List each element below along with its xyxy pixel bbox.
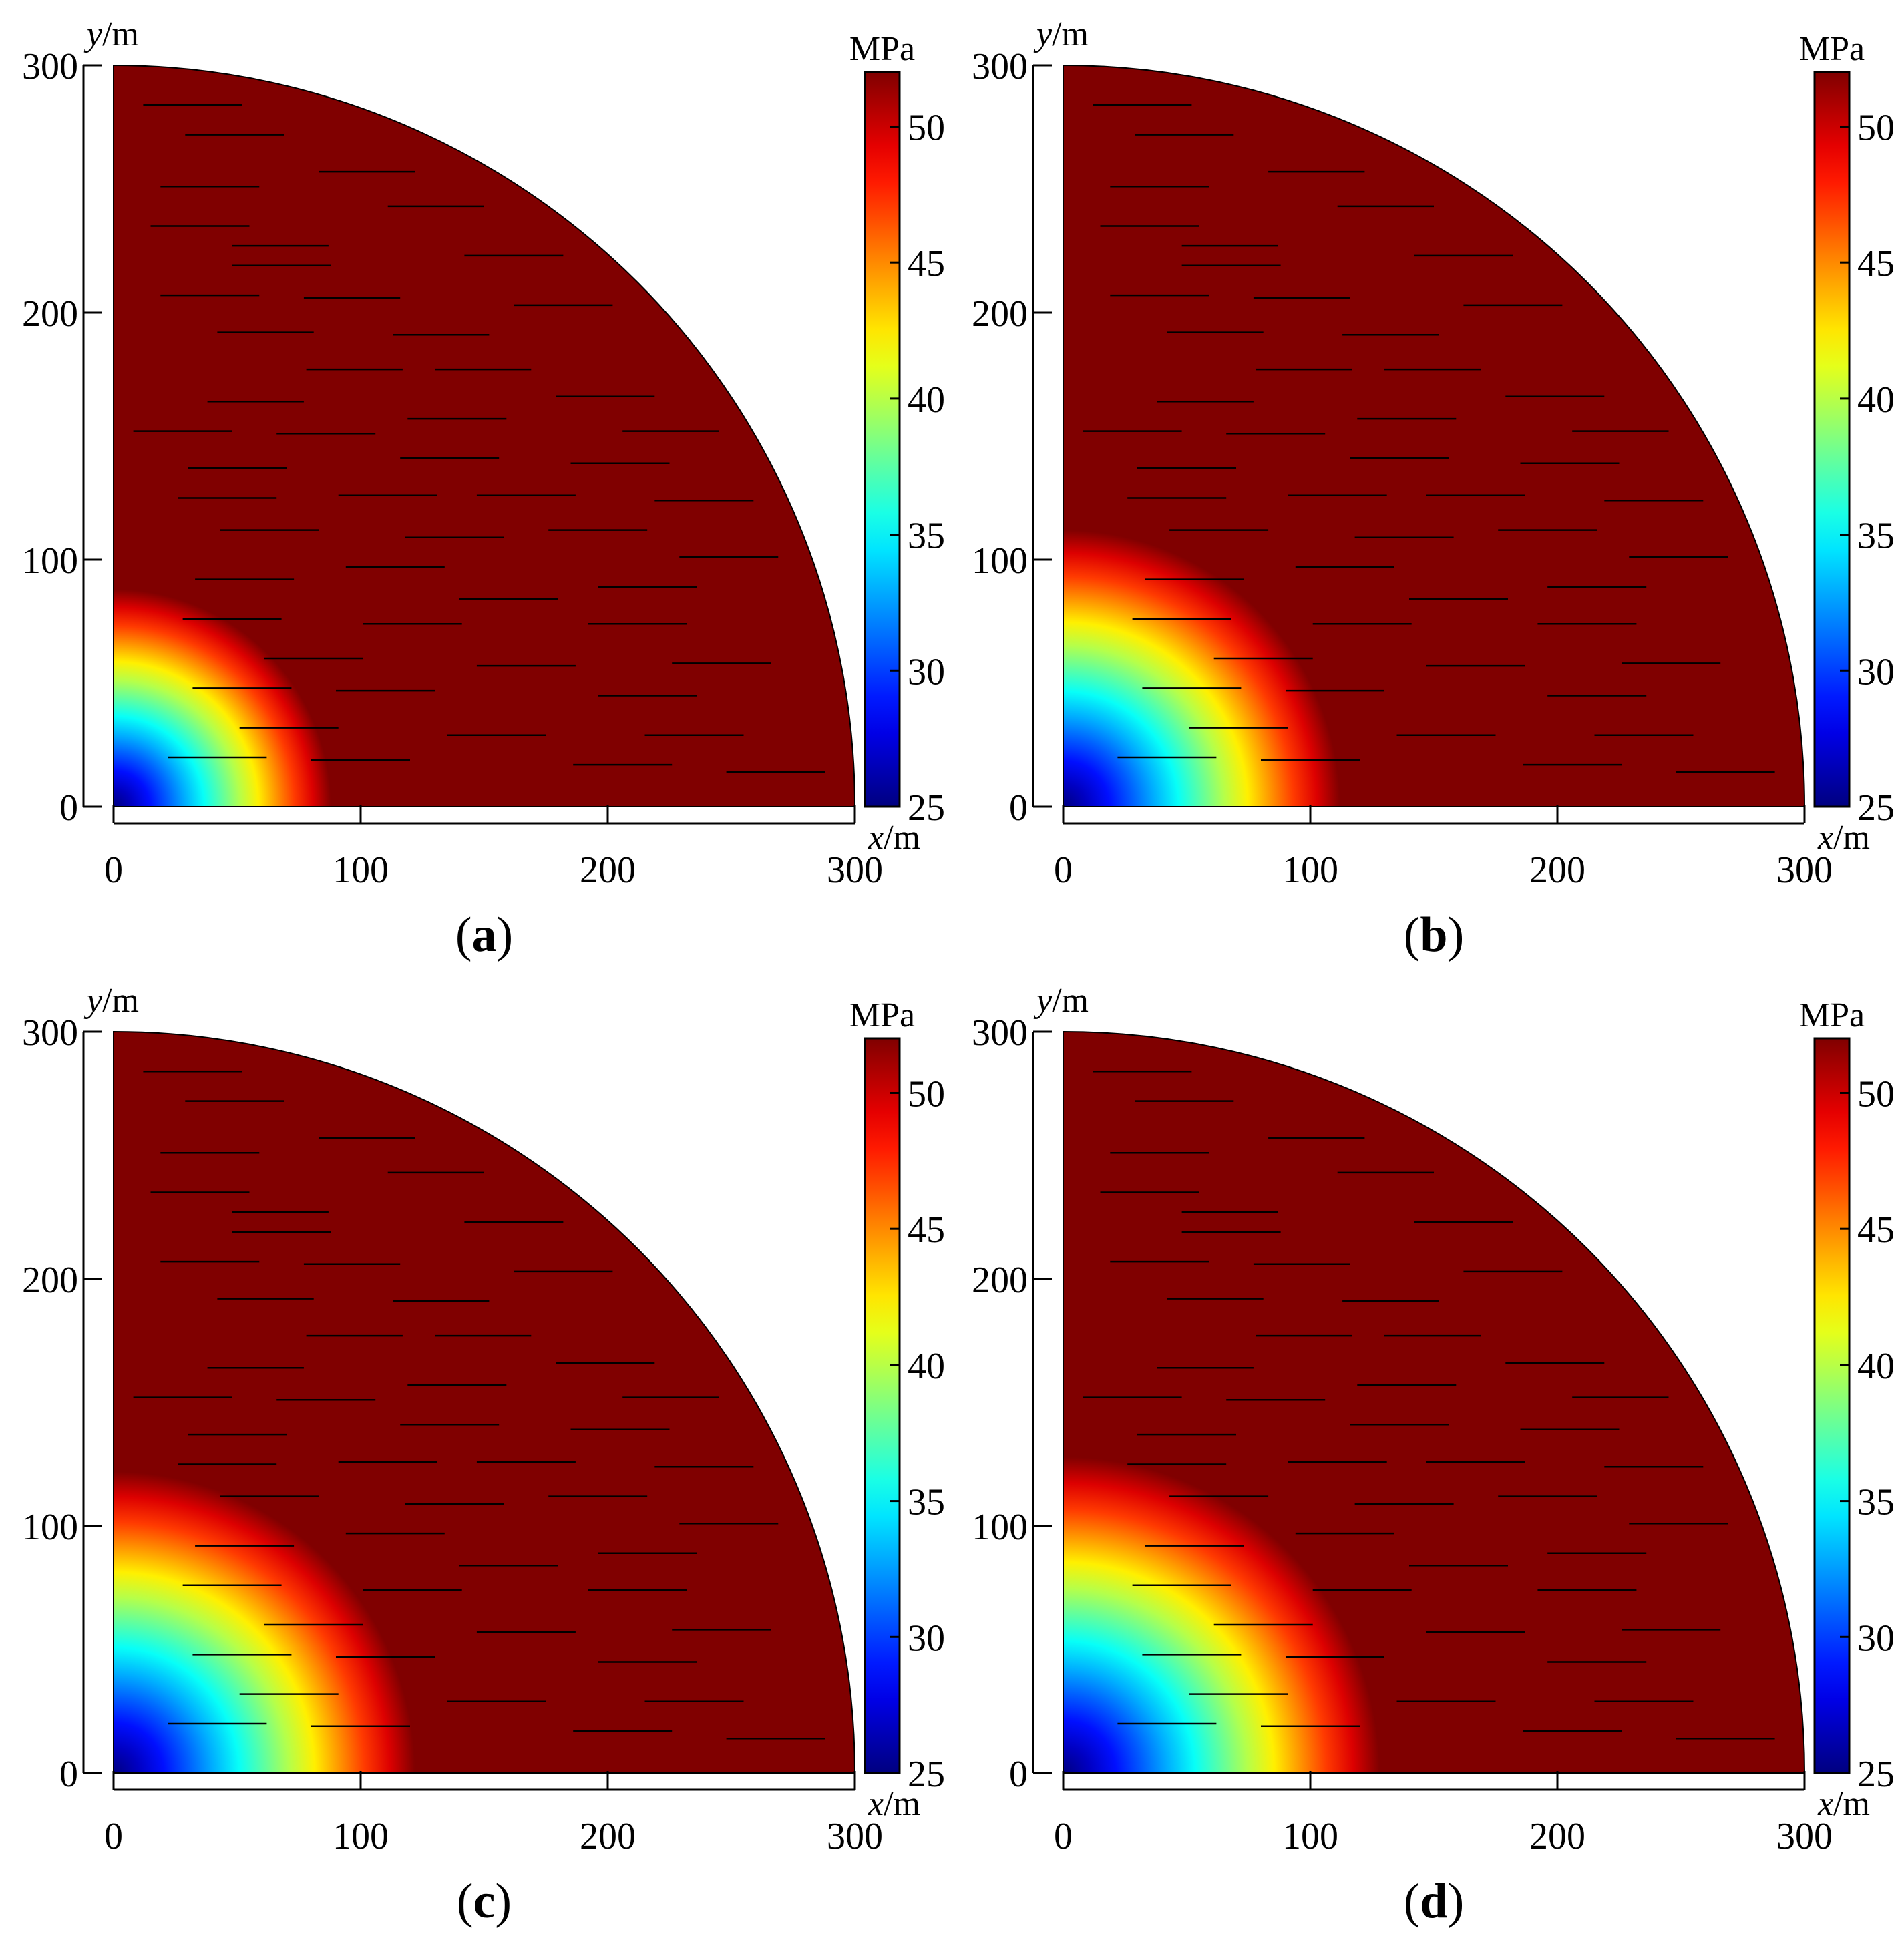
stress-field: [113, 64, 856, 807]
x-tick-label: 100: [333, 849, 389, 891]
stress-field: [1063, 64, 1806, 807]
x-axis-label: x/m: [868, 819, 920, 857]
colorbar-tick-label: 35: [1857, 516, 1895, 557]
colorbar: [864, 71, 901, 808]
x-tick-label: 0: [104, 849, 123, 891]
colorbar-tick-label: 30: [908, 1617, 945, 1659]
fractures: [1083, 104, 1775, 773]
panel-label: (d): [1403, 1874, 1465, 1929]
colorbar-tick-label: 35: [908, 1482, 945, 1523]
fractures: [133, 104, 825, 773]
colorbar-tick-label: 25: [1857, 1754, 1895, 1795]
y-tick-label: 0: [59, 1754, 78, 1795]
stress-field: [1063, 1030, 1806, 1774]
x-tick-label: 100: [1282, 1816, 1338, 1857]
stress-field: [113, 1030, 856, 1774]
x-tick-label: 100: [333, 1816, 389, 1857]
colorbar-unit: MPa: [849, 996, 915, 1034]
y-tick-label: 100: [22, 1507, 78, 1548]
colorbar-tick-label: 45: [908, 243, 945, 284]
x-tick-label: 300: [827, 1816, 883, 1857]
panel-label: (b): [1403, 908, 1465, 962]
colorbar-unit: MPa: [1799, 996, 1865, 1034]
y-axis-label: y/m: [83, 982, 139, 1020]
y-tick-label: 200: [972, 293, 1028, 335]
fractures: [133, 1070, 825, 1740]
x-tick-label: 300: [1776, 1816, 1833, 1857]
x-tick-label: 200: [1529, 849, 1585, 891]
colorbar-tick-label: 50: [1857, 107, 1895, 148]
colorbar-unit: MPa: [849, 30, 915, 68]
colorbar-tick-label: 45: [1857, 243, 1895, 284]
colorbar-tick-label: 45: [1857, 1209, 1895, 1251]
colorbar-tick-label: 50: [908, 1073, 945, 1115]
colorbar-tick-label: 30: [1857, 651, 1895, 693]
y-tick-label: 100: [972, 540, 1028, 582]
x-tick-label: 0: [1054, 849, 1073, 891]
fractures: [1083, 1070, 1775, 1740]
colorbar-tick-label: 35: [1857, 1482, 1895, 1523]
colorbar-tick-label: 40: [1857, 1346, 1895, 1387]
x-tick-label: 0: [1054, 1816, 1073, 1857]
colorbar-tick-label: 45: [908, 1209, 945, 1251]
colorbar-tick-label: 25: [908, 1754, 945, 1795]
x-tick-label: 300: [1776, 849, 1833, 891]
y-tick-label: 0: [1009, 1754, 1028, 1795]
y-tick-label: 200: [22, 293, 78, 335]
panel-label: (c): [456, 1874, 512, 1929]
panel-label: (a): [455, 908, 514, 962]
colorbar-tick-label: 25: [908, 787, 945, 829]
colorbar-unit: MPa: [1799, 30, 1865, 68]
y-tick-label: 300: [972, 1012, 1028, 1054]
colorbar-tick-label: 40: [1857, 379, 1895, 421]
colorbar-tick-label: 40: [908, 379, 945, 421]
y-tick-label: 100: [22, 540, 78, 582]
x-tick-label: 200: [1529, 1816, 1585, 1857]
y-tick-label: 0: [59, 787, 78, 829]
x-tick-label: 200: [580, 1816, 636, 1857]
colorbar-tick-label: 30: [908, 651, 945, 693]
x-tick-label: 300: [827, 849, 883, 891]
y-tick-label: 200: [972, 1259, 1028, 1301]
y-tick-label: 100: [972, 1507, 1028, 1548]
colorbar-tick-label: 50: [908, 107, 945, 148]
x-tick-label: 100: [1282, 849, 1338, 891]
y-axis-label: y/m: [1033, 15, 1089, 53]
y-tick-label: 300: [22, 1012, 78, 1054]
x-axis-label: x/m: [1817, 1785, 1870, 1823]
y-tick-label: 0: [1009, 787, 1028, 829]
x-axis-label: x/m: [868, 1785, 920, 1823]
y-axis-label: y/m: [83, 15, 139, 53]
y-axis-label: y/m: [1033, 982, 1089, 1020]
y-tick-label: 200: [22, 1259, 78, 1301]
x-axis-label: x/m: [1817, 819, 1870, 857]
colorbar-tick-label: 35: [908, 516, 945, 557]
colorbar-tick-label: 50: [1857, 1073, 1895, 1115]
x-tick-label: 200: [580, 849, 636, 891]
colorbar-tick-label: 40: [908, 1346, 945, 1387]
colorbar: [864, 1037, 901, 1774]
x-tick-label: 0: [104, 1816, 123, 1857]
y-tick-label: 300: [972, 46, 1028, 87]
colorbar: [1813, 1037, 1851, 1774]
colorbar-tick-label: 25: [1857, 787, 1895, 829]
colorbar: [1813, 71, 1851, 808]
colorbar-tick-label: 30: [1857, 1617, 1895, 1659]
y-tick-label: 300: [22, 46, 78, 87]
